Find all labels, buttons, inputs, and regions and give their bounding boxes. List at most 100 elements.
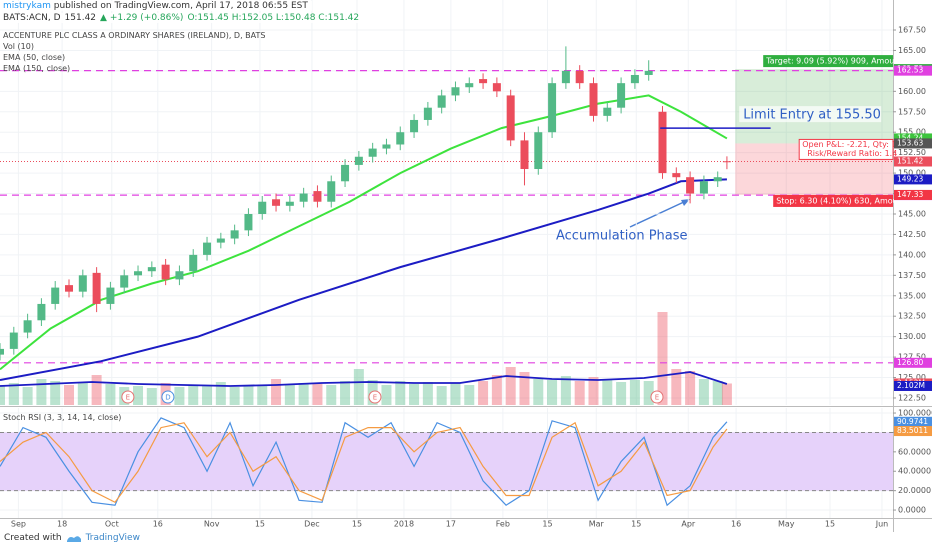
x-tick-label: Dec — [304, 520, 319, 529]
candle-body — [699, 181, 708, 194]
author: mistrykam — [3, 1, 51, 11]
y-tick-label: 100.0000 — [898, 409, 932, 418]
candle-body — [520, 140, 529, 170]
arrow-head — [681, 199, 690, 206]
candle-body — [272, 199, 281, 206]
price-tag — [894, 138, 932, 149]
quote-line: BATS:ACN, D 151.42 ▲ +1.29 (+0.86%) O:151.4… — [3, 13, 364, 23]
price-tag — [894, 416, 932, 427]
x-tick-label: 15 — [542, 520, 552, 529]
volume-bar — [629, 380, 640, 405]
candle-body — [120, 275, 129, 288]
price-tag-label: 162.53 — [897, 66, 923, 75]
price-tag-label: 153.63 — [897, 138, 923, 147]
volume-bar — [464, 385, 475, 405]
volume-bar — [146, 388, 157, 405]
volume-bar — [243, 385, 254, 405]
x-tick-label: Apr — [681, 520, 696, 529]
price-tag — [894, 380, 932, 391]
limit-label: Limit Entry at 155.50 — [743, 108, 881, 123]
x-tick-label: Mar — [589, 520, 605, 529]
volume-bar — [202, 386, 213, 405]
volume-bar — [8, 383, 19, 405]
y-tick-label: 140.00 — [898, 250, 926, 259]
event-label: E — [373, 394, 377, 402]
event-marker — [368, 390, 382, 404]
volume-bar — [547, 380, 558, 405]
candle-body — [92, 272, 101, 304]
volume-bar — [64, 385, 75, 405]
candle-body — [437, 95, 446, 108]
y-tick-label: 150.00 — [898, 169, 926, 178]
volume-bar — [229, 387, 240, 405]
x-tick-label: Nov — [204, 520, 220, 529]
change: ▲ +1.29 (+0.86%) — [100, 13, 184, 23]
volume-bar — [409, 384, 420, 405]
candle-body — [722, 161, 731, 163]
volume-bar — [519, 372, 530, 405]
y-tick-label: 127.50 — [898, 353, 926, 362]
x-tick-label: Feb — [496, 520, 510, 529]
volume-bar — [436, 386, 447, 405]
event-label: D — [165, 394, 170, 402]
volume-bar — [133, 386, 144, 405]
x-tick-label: 15 — [352, 520, 362, 529]
target-label-bg — [763, 55, 893, 68]
y-tick-label: 0.0000 — [898, 506, 926, 515]
volume-bar — [588, 377, 599, 405]
candle-body — [589, 83, 598, 116]
volume-bar — [602, 379, 613, 405]
volume-bar — [698, 379, 709, 405]
candle-body — [51, 287, 60, 304]
legend-ema: EMA (50, close) — [3, 53, 66, 62]
candle-body — [630, 74, 639, 84]
stoch-line — [0, 421, 728, 504]
volume-bar — [36, 379, 47, 405]
event-marker — [161, 390, 175, 404]
stop-label: Stop: 6.30 (4.10%) 630, Amou — [776, 196, 898, 205]
x-tick-label: 15 — [255, 520, 265, 529]
price-tag — [894, 357, 932, 368]
x-tick-label: 18 — [57, 520, 67, 529]
candle-body — [465, 83, 474, 88]
candle-body — [285, 201, 294, 206]
footer-brand[interactable]: TradingView — [85, 533, 140, 543]
price-tag-label: 149.23 — [897, 174, 923, 183]
volume-bar — [105, 384, 116, 405]
x-tick-label: 2018 — [394, 520, 414, 529]
y-tick-label: 145.00 — [898, 209, 926, 218]
legend-ema: EMA (150, close) — [3, 64, 71, 73]
candle-body — [106, 287, 115, 304]
candle-body — [354, 156, 363, 165]
event-label: E — [126, 394, 130, 402]
candle-body — [410, 119, 419, 133]
candle-body — [189, 254, 198, 272]
candle-body — [161, 264, 170, 280]
candle-body — [78, 275, 87, 292]
volume-bar — [491, 375, 502, 405]
volume-bar — [312, 384, 323, 405]
x-tick-label: 16 — [731, 520, 741, 529]
volume-bar — [0, 385, 5, 405]
x-tick-label: Oct — [105, 520, 119, 529]
candle-body — [561, 70, 570, 84]
y-tick-label: 125.00 — [898, 373, 926, 382]
candle-body — [23, 320, 32, 333]
candle-body — [713, 177, 722, 182]
volume-bar — [50, 381, 61, 405]
price-tag-label: 126.80 — [897, 358, 923, 367]
y-tick-label: 130.00 — [898, 332, 926, 341]
symbol: BATS:ACN, D — [3, 13, 61, 23]
y-tick-label: 160.00 — [898, 87, 926, 96]
candle-body — [686, 177, 695, 194]
price-tag-label: 151.42 — [897, 156, 923, 165]
pnl-bg — [798, 138, 894, 160]
volume-bar — [685, 371, 696, 405]
candle-body — [313, 191, 322, 202]
ema-line — [0, 178, 727, 381]
volume-bar — [174, 387, 185, 405]
volume-bar — [422, 382, 433, 405]
plot-layer — [0, 0, 893, 518]
target-label: Target: 9.09 (5.92%) 909, Amou — [765, 57, 894, 66]
